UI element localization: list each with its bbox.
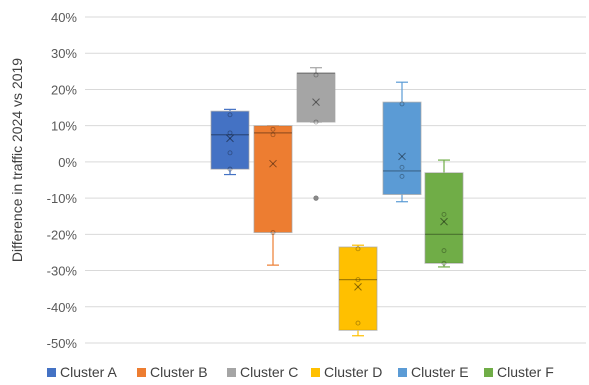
data-point [227, 166, 233, 172]
legend-label: Cluster D [324, 364, 382, 380]
mean-marker [226, 134, 234, 143]
legend: Cluster A Cluster B Cluster C Cluster D Clus… [47, 364, 554, 380]
data-point [227, 112, 233, 118]
legend-swatch [47, 368, 56, 377]
legend-item-cluster-f: Cluster F [484, 364, 554, 380]
y-tick-label: 40% [51, 10, 77, 25]
mean-marker [398, 152, 406, 161]
y-tick-label: 0% [58, 155, 77, 170]
iqr-box-outline [210, 110, 250, 170]
legend-label: Cluster B [150, 364, 208, 380]
mean-marker [312, 98, 320, 106]
y-tick-label: -10% [47, 191, 78, 206]
box-cluster-b [253, 125, 293, 266]
iqr-box-outline [296, 72, 336, 123]
legend-label: Cluster C [240, 364, 298, 380]
data-point [313, 119, 319, 125]
legend-item-cluster-a: Cluster A [47, 364, 117, 380]
y-tick-label: 10% [51, 119, 77, 134]
legend-label: Cluster F [497, 364, 554, 380]
data-point [441, 211, 447, 217]
iqr-box [210, 110, 250, 170]
mean-marker [269, 159, 277, 168]
legend-label: Cluster E [411, 364, 469, 380]
legend-swatch [398, 368, 407, 377]
data-point [270, 132, 276, 138]
y-tick-label: -20% [47, 227, 78, 242]
iqr-box [338, 246, 378, 331]
legend-swatch [484, 368, 493, 377]
data-point [441, 248, 447, 254]
y-tick-label: 20% [51, 82, 77, 97]
box-cluster-a [210, 108, 250, 176]
data-point [399, 101, 405, 107]
mean-marker [226, 134, 234, 143]
mean-marker [440, 217, 448, 226]
legend-item-cluster-c: Cluster C [227, 364, 298, 380]
legend-item-cluster-d: Cluster D [311, 364, 382, 380]
box-cluster-e [382, 81, 422, 203]
iqr-box-outline [338, 246, 378, 331]
y-axis-tick-labels: 40% 30% 20% 10% 0% -10% -20% -30% -40% -50% [47, 10, 78, 351]
box-cluster-c [296, 67, 336, 201]
y-tick-label: -40% [47, 300, 78, 315]
data-point [399, 173, 405, 179]
legend-label: Cluster A [60, 364, 117, 380]
mean-marker [440, 217, 448, 226]
iqr-box-outline [424, 172, 464, 264]
iqr-box [296, 72, 336, 123]
mean-marker [354, 283, 362, 291]
mean-marker [269, 159, 277, 168]
legend-swatch [137, 368, 146, 377]
data-point [227, 130, 233, 136]
y-tick-label: -30% [47, 264, 78, 279]
box-cluster-d [338, 244, 378, 337]
y-axis-title: Difference in traffic 2024 vs 2019 [9, 58, 25, 262]
box-cluster-f [424, 159, 464, 268]
iqr-box-outline [382, 101, 422, 195]
mean-marker [312, 98, 320, 106]
data-point [227, 150, 233, 156]
data-point [399, 164, 405, 170]
data-point [313, 72, 319, 78]
legend-item-cluster-b: Cluster B [137, 364, 208, 380]
legend-item-cluster-e: Cluster E [398, 364, 469, 380]
iqr-box-outline [253, 125, 293, 234]
iqr-box [253, 125, 293, 233]
mean-marker [398, 152, 406, 161]
data-point [270, 230, 276, 235]
y-tick-label: 30% [51, 46, 77, 61]
iqr-box [382, 101, 422, 195]
outlier-point [313, 195, 319, 201]
mean-marker [354, 283, 362, 291]
data-point [355, 277, 361, 283]
data-point [270, 126, 276, 132]
legend-swatch [311, 368, 320, 377]
data-point [355, 320, 361, 326]
gridlines [85, 16, 586, 344]
legend-swatch [227, 368, 236, 377]
data-point [441, 260, 447, 266]
data-point [355, 246, 361, 252]
plot-area [210, 67, 464, 337]
y-tick-label: -50% [47, 336, 78, 351]
iqr-box [424, 172, 464, 264]
